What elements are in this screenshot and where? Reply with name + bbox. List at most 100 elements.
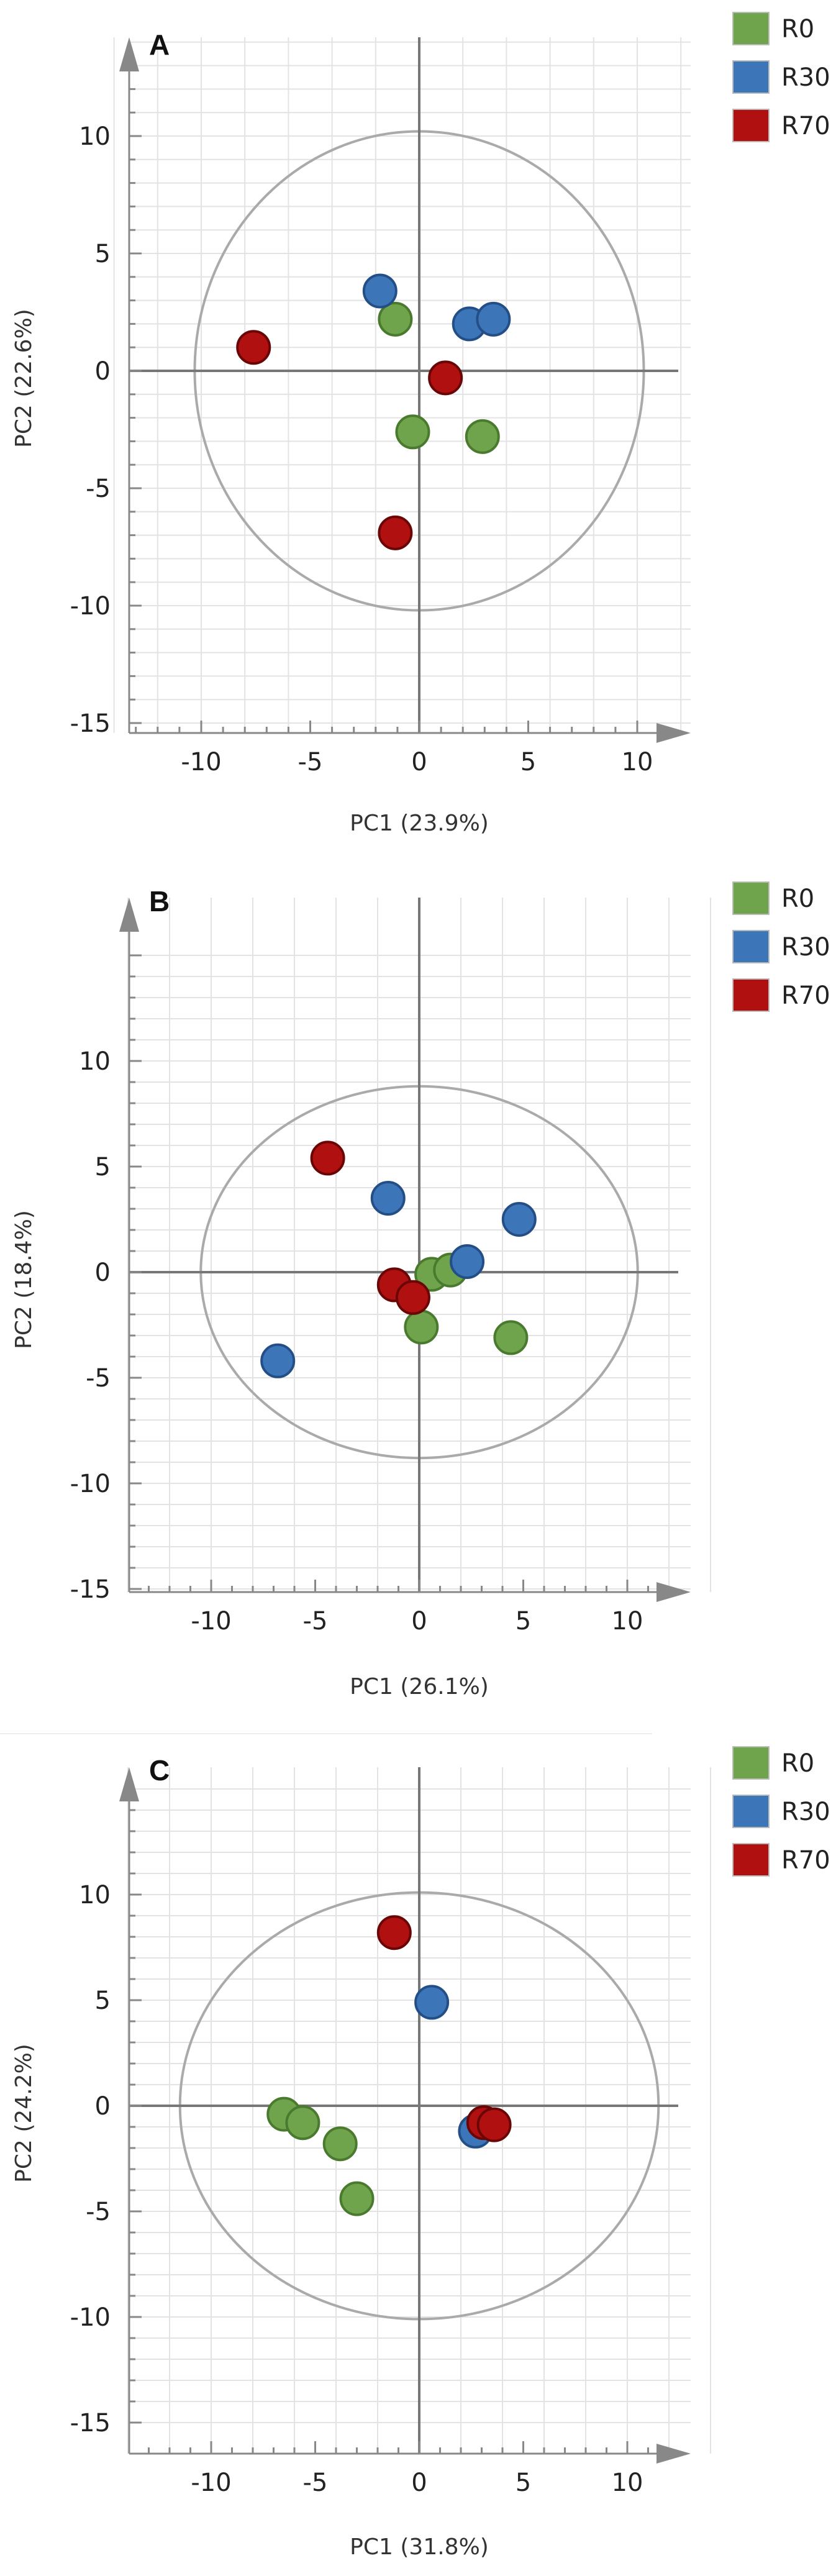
chart-c-legend-label-r70: R70 <box>781 1846 830 1875</box>
chart-a-legend: R0 R30 R70 <box>732 12 830 142</box>
chart-a-y-axis-arrow <box>119 37 139 71</box>
chart-c-series-r0 <box>266 2096 375 2216</box>
chart-a-x-axis-label: PC1 (23.9%) <box>350 811 489 836</box>
chart-b-legend: R0 R30 R70 <box>732 881 830 1012</box>
chart-a-y-tick-label: -10 <box>70 592 111 621</box>
chart-b-series-r70 <box>310 1140 430 1315</box>
chart-a-series-r0 <box>378 301 500 454</box>
chart-a-point-r70 <box>236 330 271 365</box>
chart-a-x-tick-label: 5 <box>520 748 536 776</box>
chart-b-y-tick-label: 10 <box>79 1047 111 1076</box>
chart-b-x-axis-arrow <box>657 1582 691 1602</box>
chart-b-point-r0 <box>493 1320 529 1355</box>
chart-a-x-tick-label: -5 <box>298 748 323 776</box>
chart-c-legend: R0 R30 R70 <box>732 1746 830 1877</box>
chart-c-y-tick-label: 0 <box>95 2092 111 2121</box>
chart-b-x-tick-label: -10 <box>191 1607 231 1636</box>
chart-b-point-r70 <box>395 1280 430 1315</box>
chart-c-x-axis-label: PC1 (31.8%) <box>350 2534 489 2560</box>
chart-b-y-tick-label: -10 <box>70 1470 111 1498</box>
chart-a-legend-swatch-r30 <box>732 60 770 94</box>
chart-c-point-r70 <box>476 2107 512 2142</box>
chart-c-series-r70 <box>376 1915 512 2142</box>
chart-b-legend-swatch-r30 <box>732 930 770 963</box>
chart-c-y-tick-label: 10 <box>79 1881 111 1909</box>
chart-a-x-tick-label: 10 <box>622 748 653 776</box>
chart-c-point-r0 <box>285 2105 320 2141</box>
chart-b-x-axis-label: PC1 (26.1%) <box>350 1674 489 1700</box>
chart-c-legend-swatch-r0 <box>732 1746 770 1780</box>
chart-c-x-tick-label: -5 <box>303 2469 328 2497</box>
chart-b-series-r30 <box>260 1181 537 1378</box>
chart-a-x-tick-label: -10 <box>181 748 221 776</box>
chart-c-y-axis-label: PC2 (24.2%) <box>11 2044 37 2183</box>
chart-b-legend-label-r30: R30 <box>781 933 830 962</box>
chart-panel-c: -10 -5 0 5 10 10 5 0 -5 -10 -15 PC1 (31.8%) PC2 (24.… <box>0 1733 836 2576</box>
chart-panel-b: -10 -5 0 5 10 10 5 0 -5 -10 -15 PC1 (26.1%) PC2 (18.… <box>0 867 836 1724</box>
chart-b-series-r0 <box>404 1252 529 1355</box>
chart-c-y-axis-arrow <box>119 1767 139 1801</box>
chart-c-point-r0 <box>339 2181 375 2216</box>
chart-c-y-tick-label: -5 <box>86 2198 111 2226</box>
chart-a-y-tick-label: 0 <box>95 357 111 386</box>
chart-c-legend-swatch-r30 <box>732 1795 770 1828</box>
chart-a-legend-swatch-r70 <box>732 109 770 142</box>
chart-a-point-r30 <box>362 273 398 309</box>
chart-b-panel-label: B <box>149 885 170 917</box>
chart-c-y-tick-label: -15 <box>70 2409 111 2437</box>
chart-b-y-tick-label: -15 <box>70 1575 111 1604</box>
chart-b-y-tick-label: 5 <box>95 1153 111 1181</box>
chart-b-y-tick-label: 0 <box>95 1258 111 1287</box>
chart-c-legend-label-r30: R30 <box>781 1798 830 1826</box>
chart-b-point-r30 <box>260 1343 296 1378</box>
chart-c-grid <box>127 1767 711 2454</box>
chart-c-panel-label: C <box>149 1754 170 1786</box>
chart-b-x-tick-label: -5 <box>303 1607 328 1636</box>
chart-a-point-r0 <box>378 301 413 337</box>
chart-b-point-r0 <box>404 1309 439 1345</box>
chart-b-y-tick-label: -5 <box>86 1364 111 1393</box>
chart-a-legend-label-r0: R0 <box>781 15 814 43</box>
chart-b-x-tick-label: 10 <box>612 1607 643 1636</box>
chart-a-y-axis-label: PC2 (22.6%) <box>11 309 37 448</box>
chart-a-x-tick-label: 0 <box>411 748 427 776</box>
chart-a-point-r0 <box>395 414 430 450</box>
chart-c-point-r0 <box>322 2126 358 2162</box>
chart-a-legend-label-r70: R70 <box>781 112 830 140</box>
chart-b-legend-swatch-r70 <box>732 978 770 1012</box>
chart-a-y-tick-label: 10 <box>79 122 111 151</box>
chart-b-point-r30 <box>501 1202 537 1237</box>
chart-a-legend-swatch-r0 <box>732 12 770 45</box>
chart-c-point-r70 <box>376 1915 412 1950</box>
chart-a-panel-label: A <box>149 29 170 61</box>
chart-c-point-r30 <box>414 1985 450 2020</box>
chart-a-y-tick-label: -5 <box>86 475 111 503</box>
chart-c-legend-swatch-r70 <box>732 1843 770 1877</box>
pca-chart-a: -10 -5 0 5 10 10 5 0 -5 -10 -15 PC1 (23.9%) PC2 (22.… <box>11 12 830 836</box>
chart-c-x-axis-arrow <box>657 2444 691 2464</box>
panel-divider <box>0 1733 652 1734</box>
chart-c-legend-label-r0: R0 <box>781 1749 814 1778</box>
chart-c-x-tick-label: -10 <box>191 2469 231 2497</box>
chart-a-legend-label-r30: R30 <box>781 63 830 92</box>
chart-b-point-r30 <box>370 1181 406 1216</box>
pca-chart-b: -10 -5 0 5 10 10 5 0 -5 -10 -15 PC1 (26.1%) PC2 (18.… <box>11 881 830 1700</box>
chart-b-grid <box>127 898 711 1592</box>
chart-c-x-tick-label: 0 <box>411 2469 427 2497</box>
chart-a-point-r70 <box>378 515 413 550</box>
chart-a-point-r30 <box>476 301 511 337</box>
chart-a-y-tick-label: -15 <box>70 709 111 738</box>
chart-a-grid <box>113 37 691 733</box>
chart-c-y-tick-label: 5 <box>95 1987 111 2015</box>
chart-c-x-tick-label: 10 <box>612 2469 643 2497</box>
chart-b-x-tick-label: 5 <box>516 1607 531 1636</box>
chart-a-series-r30 <box>362 273 511 342</box>
chart-b-legend-swatch-r0 <box>732 881 770 915</box>
chart-b-y-axis-label: PC2 (18.4%) <box>11 1210 37 1349</box>
chart-a-y-tick-label: 5 <box>95 240 111 268</box>
chart-b-point-r30 <box>450 1244 485 1279</box>
chart-a-x-axis-arrow <box>657 723 691 743</box>
chart-c-y-tick-label: -10 <box>70 2303 111 2332</box>
chart-b-y-axis-arrow <box>119 898 139 932</box>
